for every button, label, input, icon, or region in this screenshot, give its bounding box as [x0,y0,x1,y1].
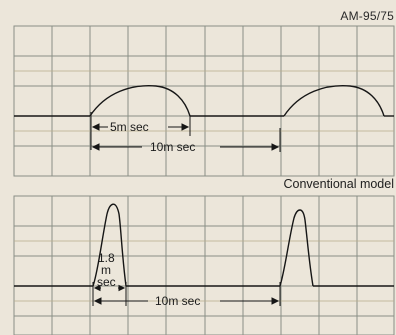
model-label: AM-95/75 [340,9,394,23]
top-pulse-width-label: 5m sec [110,120,149,134]
conventional-model-label: Conventional model [283,177,395,191]
top-dimension-lines [90,112,281,152]
top-grid [13,25,395,177]
bottom-period-label: 10m sec [155,294,200,308]
bottom-dimension-lines [92,282,281,306]
top-pulse-1 [89,85,191,117]
top-grid-accent [14,70,394,132]
am-model-waveform [14,85,394,117]
bottom-grid-accent [14,240,394,302]
top-pulse-2 [283,85,385,117]
conventional-waveform [14,203,394,287]
bottom-pulse-2 [279,209,314,287]
bottom-pulse-1 [92,203,127,287]
bottom-grid [13,195,395,335]
bottom-pulse-width-label-line2: m [101,263,111,277]
top-period-label: 10m sec [150,140,195,154]
bottom-pulse-width-label-line3: sec [97,275,116,289]
bottom-pulse-width-label-line1: 1.8 [98,251,115,265]
